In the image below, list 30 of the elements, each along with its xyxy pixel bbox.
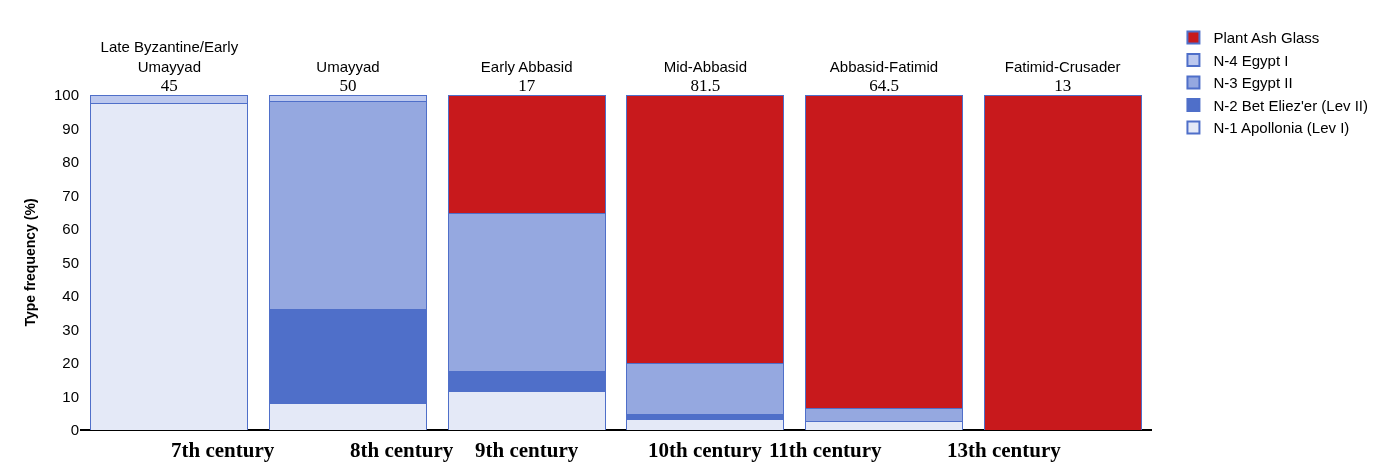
y-tick-label: 80 xyxy=(62,153,79,171)
text: 7th century xyxy=(171,438,275,462)
y-tick-label: 100 xyxy=(53,86,79,104)
y-tick-label: 40 xyxy=(62,287,79,305)
legend-label: N-1 Apollonia (Lev I) xyxy=(1213,119,1350,137)
text: 11th century xyxy=(769,438,883,462)
y-tick-label: 90 xyxy=(62,119,79,137)
text: 8th century xyxy=(350,438,454,462)
x-tick-label: Fatimid-Crusader 13 xyxy=(1004,57,1121,95)
text: 9th century xyxy=(475,438,579,462)
bar xyxy=(983,95,1142,430)
legend-label: N-4 Egypt I xyxy=(1213,51,1289,69)
x-tick-label: Early Abbasid 17 xyxy=(480,57,573,95)
text: 10th century xyxy=(648,438,763,462)
x-tick-label: Late Byzantine/Early Umayyad 45 xyxy=(100,38,239,95)
y-tick-label: 0 xyxy=(70,421,79,439)
x-tick-label: Mid-Abbasid 81.5 xyxy=(663,57,748,95)
text: 13th century xyxy=(947,438,1062,462)
y-tick-label: 70 xyxy=(62,186,79,204)
y-tick-label: 60 xyxy=(62,220,79,238)
legend-label: Plant Ash Glass xyxy=(1213,29,1320,47)
y-axis-title: Type frequency (%) xyxy=(21,198,38,327)
y-tick-label: 10 xyxy=(62,387,79,405)
y-tick-label: 30 xyxy=(62,320,79,338)
y-tick-label: 50 xyxy=(62,253,79,271)
x-tick-label: Umayyad 50 xyxy=(316,57,380,95)
x-tick-label: Abbasid-Fatimid 64.5 xyxy=(829,57,939,95)
y-tick-label: 20 xyxy=(62,354,79,372)
legend-label: N-2 Bet Eliez'er (Lev II) xyxy=(1213,96,1369,114)
legend-label: N-3 Egypt II xyxy=(1213,74,1293,92)
